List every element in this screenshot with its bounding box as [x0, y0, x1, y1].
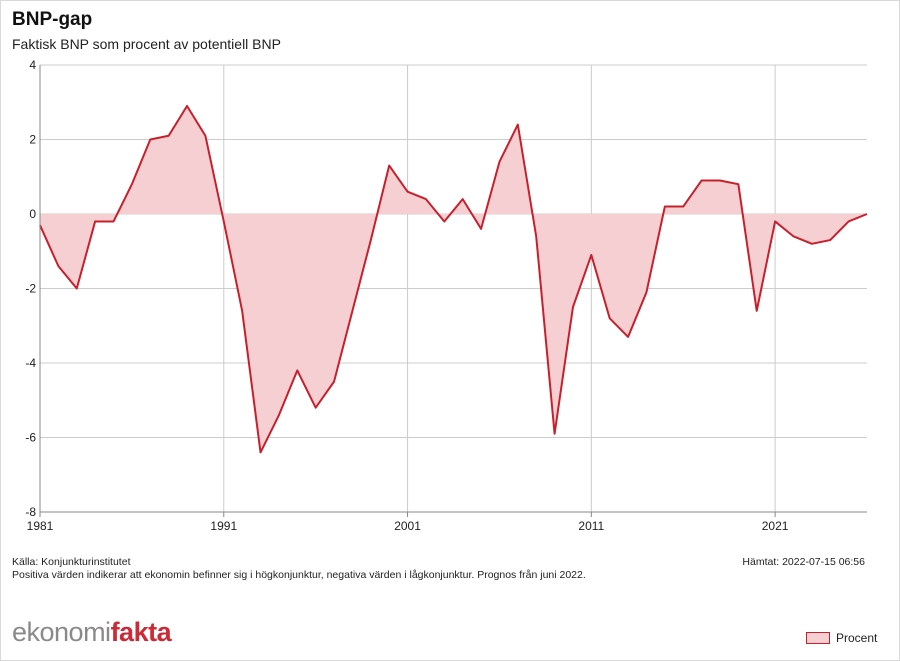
area-layer — [39, 104, 868, 454]
y-tick-label: -8 — [25, 505, 36, 519]
x-tick-label: 2021 — [762, 519, 789, 533]
source-text: Källa: Konjunkturinstitutet — [12, 556, 131, 568]
series-line — [39, 104, 868, 454]
y-tick-label: 4 — [29, 58, 36, 72]
series-area-fill — [40, 105, 867, 453]
note-text: Positiva värden indikerar att ekonomin b… — [12, 569, 586, 581]
grid-lines — [39, 64, 867, 513]
x-tick-label: 1981 — [27, 519, 54, 533]
y-tick-label: -6 — [25, 431, 36, 445]
y-tick-label: -4 — [25, 356, 36, 370]
x-tick-label: 2011 — [578, 519, 604, 533]
chart-subtitle: Faktisk BNP som procent av potentiell BN… — [12, 36, 281, 52]
retrieved-timestamp: Hämtat: 2022-07-15 06:56 — [742, 556, 865, 568]
y-tick-label: 2 — [29, 133, 36, 147]
y-tick-label: 0 — [29, 207, 36, 221]
legend-label: Procent — [836, 631, 878, 645]
axes — [39, 65, 867, 517]
chart-title: BNP-gap — [12, 9, 93, 30]
logo-text-ekonomi: ekonomi — [12, 617, 111, 647]
x-tick-label: 1991 — [210, 519, 237, 533]
legend[interactable]: Procent — [806, 631, 877, 645]
logo-text-fakta: fakta — [110, 617, 172, 647]
y-tick-label: -2 — [25, 282, 36, 296]
legend-swatch — [806, 632, 830, 644]
ekonomifakta-logo[interactable]: ekonomifakta — [12, 617, 172, 647]
x-tick-label: 2001 — [394, 519, 421, 533]
